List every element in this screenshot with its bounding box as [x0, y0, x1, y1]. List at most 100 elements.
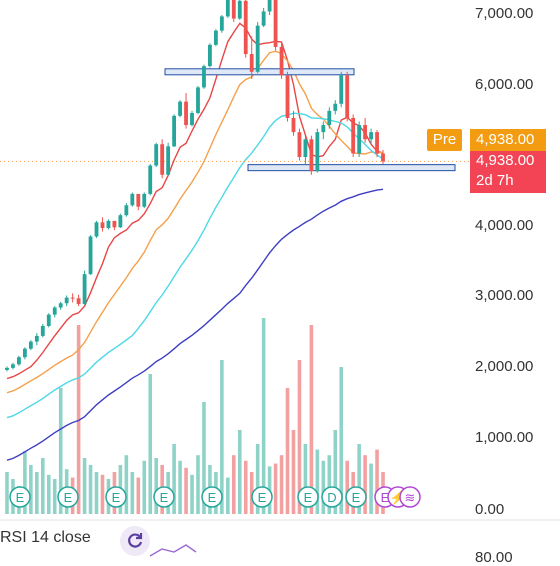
rsi-indicator-label[interactable]: RSI 14 close — [0, 529, 91, 546]
volume-bar — [321, 460, 326, 514]
candle-body — [369, 132, 373, 140]
candle-body — [243, 0, 248, 55]
candle-body — [196, 87, 200, 113]
volume-bar — [23, 451, 27, 514]
volume-bar — [363, 455, 367, 514]
volume-bar — [202, 402, 206, 514]
ma-short-line — [6, 22, 384, 380]
event-marker — [57, 486, 79, 508]
price-axis-label: 3,000.00 — [475, 287, 534, 304]
volume-bar — [52, 479, 57, 514]
volume-bar — [46, 474, 51, 514]
price-axis-label: 4,000.00 — [475, 217, 534, 234]
event-marker — [153, 486, 175, 508]
candle-body — [148, 165, 153, 194]
volume-bar — [58, 388, 63, 514]
volume-bar — [196, 455, 200, 514]
candle-body — [249, 54, 254, 72]
candle-body — [106, 220, 111, 228]
candle-body — [172, 115, 177, 147]
premarket-price: 4,938.00 — [470, 129, 546, 151]
candle-body — [118, 215, 123, 228]
candle-body — [5, 367, 9, 370]
candle-body — [112, 220, 117, 228]
event-marker-label: D — [327, 490, 336, 505]
event-marker-label: ≋ — [405, 490, 416, 505]
candle-body — [142, 193, 147, 207]
price-axis-label: 0.00 — [475, 501, 505, 518]
volume-bar — [285, 388, 290, 514]
volume-bar — [220, 360, 224, 514]
bar-countdown: 2d 7h — [476, 172, 514, 189]
candle-body — [154, 144, 159, 166]
rsi-axis-label: 80.00 — [475, 549, 513, 566]
candle-body — [166, 146, 171, 175]
candle-body — [279, 46, 284, 76]
candle-body — [237, 0, 242, 19]
candle-body — [267, 0, 272, 12]
ma-long-line — [6, 112, 384, 419]
candle-body — [208, 44, 212, 67]
volume-bar — [303, 444, 308, 514]
candle-body — [321, 125, 326, 133]
volume-bar — [237, 430, 242, 514]
volume-bar — [243, 460, 248, 514]
candle-body — [273, 0, 278, 47]
candle-body — [225, 0, 230, 17]
candle-body — [70, 297, 75, 299]
candle-body — [255, 25, 260, 72]
candle-body — [315, 132, 320, 172]
candle-body — [357, 125, 362, 154]
volume-bar — [232, 455, 236, 514]
candle-body — [64, 297, 69, 304]
volume-bar — [41, 458, 45, 514]
refresh-button[interactable] — [120, 526, 150, 556]
candle-body — [46, 314, 51, 326]
event-marker — [345, 486, 367, 508]
ma-longest-line — [6, 188, 384, 461]
volume-bar — [76, 325, 81, 514]
volume-bar — [130, 472, 135, 514]
candle-body — [327, 110, 332, 126]
volume-bar — [124, 455, 129, 514]
candle-body — [219, 16, 224, 31]
event-marker — [105, 486, 127, 508]
candle-body — [58, 303, 63, 308]
candle-body — [11, 364, 15, 368]
volume-bar — [279, 455, 284, 514]
volume-bar — [273, 463, 278, 514]
volume-bar — [291, 430, 296, 514]
volume-bar — [345, 460, 349, 514]
volume-bar — [190, 474, 194, 514]
candle-body — [333, 103, 338, 111]
volume-bar — [142, 460, 147, 514]
volume-bar — [255, 444, 260, 514]
candle-body — [375, 132, 379, 154]
candle-body — [34, 335, 39, 342]
volume-bar — [148, 374, 153, 514]
volume-bar — [261, 318, 266, 514]
candle-body — [22, 348, 27, 358]
volume-bar — [172, 444, 176, 514]
volume-bar — [375, 449, 379, 514]
price-axis-label: 1,000.00 — [475, 429, 534, 446]
candle-body — [231, 0, 236, 19]
candle-body — [160, 144, 165, 175]
candle-body — [100, 222, 105, 228]
event-marker-label: E — [160, 490, 169, 505]
candle-body — [136, 193, 141, 207]
event-marker-label: E — [381, 490, 390, 505]
candle-body — [76, 298, 81, 304]
event-marker — [321, 486, 343, 508]
volume-bar — [309, 325, 314, 514]
volume-bar — [88, 465, 93, 514]
volume-bar — [369, 463, 373, 514]
candle-body — [40, 325, 45, 336]
event-marker-label: E — [64, 490, 73, 505]
volume-bar — [94, 472, 99, 514]
premarket-badge: Pre — [427, 129, 462, 151]
event-marker — [251, 486, 273, 508]
candle-body — [88, 236, 93, 275]
volume-bar — [315, 449, 320, 514]
